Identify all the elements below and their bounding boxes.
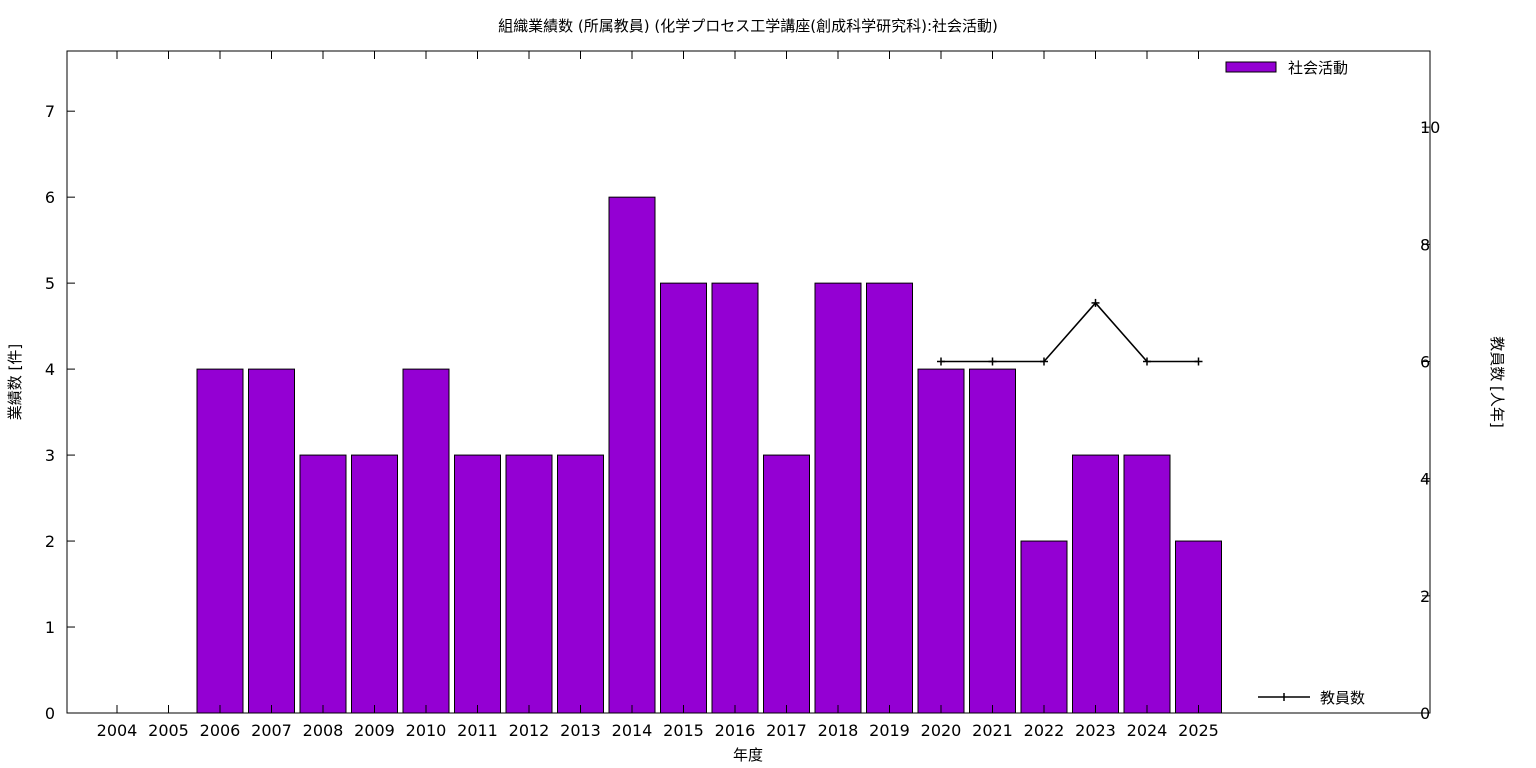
bar-2013: [557, 454, 604, 714]
bar-2009: [351, 454, 398, 714]
y-tick-label: 7: [45, 102, 55, 121]
plot-frame: [66, 50, 1431, 714]
bar-2023: [1072, 454, 1119, 714]
line-point-2023: [1091, 298, 1100, 307]
x-tick-label: 2012: [509, 721, 550, 740]
y2-tick-label: 10: [1420, 118, 1440, 137]
bar-2016: [711, 282, 759, 714]
y2-tick-label: 4: [1420, 470, 1430, 489]
line-layer: [937, 298, 1203, 366]
bar-2019: [866, 282, 913, 714]
y-tick-label: 2: [45, 532, 55, 551]
y-axis-label: 業績数 [件]: [6, 344, 24, 420]
x-tick-label: 2022: [1024, 721, 1065, 740]
x-tick-label: 2013: [560, 721, 601, 740]
line-point-2021: [988, 357, 997, 366]
bar-2025: [1175, 540, 1222, 714]
bar-2018: [814, 282, 862, 714]
legend-swatch-social-activity: [1225, 61, 1277, 73]
x-tick-label: 2024: [1127, 721, 1168, 740]
x-tick-label: 2010: [406, 721, 447, 740]
x-tick-label: 2008: [303, 721, 344, 740]
bar-2022: [1020, 540, 1068, 714]
y2-tick-label: 0: [1420, 704, 1430, 723]
legend-label-social-activity: 社会活動: [1288, 59, 1348, 77]
y2-tick-label: 6: [1420, 352, 1430, 371]
bar-2015: [660, 282, 707, 714]
y2-tick-label: 2: [1420, 587, 1430, 606]
bar-2021: [969, 368, 1016, 714]
x-tick-label: 2015: [663, 721, 704, 740]
x-tick-label: 2019: [869, 721, 910, 740]
x-tick-label: 2025: [1178, 721, 1219, 740]
y-tick-label: 1: [45, 618, 55, 637]
chart-title: 組織業績数 (所属教員) (化学プロセス工学講座(創成科学研究科):社会活動): [498, 17, 998, 35]
bar-2011: [454, 454, 501, 714]
x-tick-label: 2004: [97, 721, 138, 740]
x-tick-label: 2016: [715, 721, 756, 740]
bar-2007: [248, 368, 295, 714]
line-series-teachers: [941, 301, 1199, 363]
x-tick-label: 2011: [457, 721, 498, 740]
y-tick-label: 0: [45, 704, 55, 723]
x-tick-label: 2007: [251, 721, 292, 740]
y-tick-label: 3: [45, 446, 55, 465]
x-tick-label: 2020: [921, 721, 962, 740]
bar-2010: [402, 368, 450, 714]
bar-2014: [608, 196, 656, 714]
x-tick-label: 2023: [1075, 721, 1116, 740]
bars-layer: [196, 196, 1222, 714]
legend-label-teachers: 教員数: [1320, 689, 1365, 707]
bar-2017: [763, 454, 810, 714]
y-tick-label: 4: [45, 360, 55, 379]
line-point-2025: [1194, 357, 1203, 366]
line-point-2020: [937, 357, 945, 366]
ticks-layer: 0 1 2 3 4 5 6 7 0 2 4 6 8 10 2004 2005 2006 2007 2008 2009 2…: [45, 51, 1440, 740]
line-point-2024: [1143, 357, 1151, 366]
bar-2008: [299, 454, 347, 714]
line-point-2022: [1040, 357, 1048, 366]
x-tick-label: 2006: [200, 721, 241, 740]
y2-axis-label: 教員数 [人年]: [1488, 336, 1506, 427]
x-tick-label: 2014: [612, 721, 653, 740]
y-tick-label: 6: [45, 188, 55, 207]
bar-2012: [505, 454, 553, 714]
x-tick-label: 2017: [766, 721, 807, 740]
x-axis-label: 年度: [733, 746, 763, 764]
y-tick-label: 5: [45, 274, 55, 293]
bar-2006: [196, 368, 244, 714]
x-tick-label: 2009: [354, 721, 395, 740]
x-tick-label: 2018: [818, 721, 859, 740]
x-tick-label: 2005: [148, 721, 189, 740]
y2-tick-label: 8: [1420, 235, 1430, 254]
bar-2020: [917, 368, 965, 714]
x-tick-label: 2021: [972, 721, 1013, 740]
bar-2024: [1123, 454, 1171, 714]
